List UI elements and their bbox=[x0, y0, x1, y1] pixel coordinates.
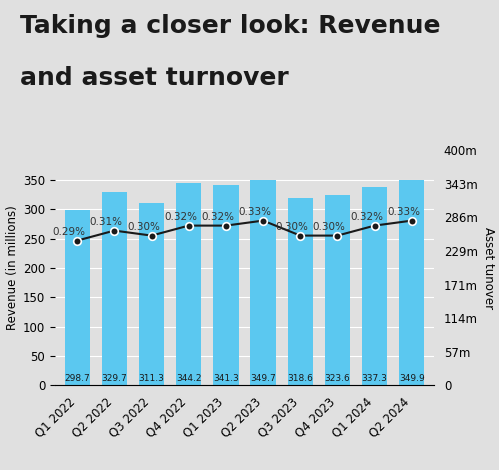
Text: 344.2: 344.2 bbox=[176, 374, 202, 383]
Bar bbox=[325, 196, 350, 385]
Text: 329.7: 329.7 bbox=[101, 374, 127, 383]
Text: 349.7: 349.7 bbox=[250, 374, 276, 383]
Bar bbox=[287, 198, 313, 385]
Text: 0.33%: 0.33% bbox=[387, 207, 420, 217]
Bar bbox=[250, 180, 276, 385]
Text: 298.7: 298.7 bbox=[64, 374, 90, 383]
Bar bbox=[64, 210, 90, 385]
Text: 0.30%: 0.30% bbox=[313, 222, 346, 232]
Bar bbox=[139, 203, 164, 385]
Text: 0.32%: 0.32% bbox=[350, 212, 383, 222]
Text: 311.3: 311.3 bbox=[139, 374, 165, 383]
Text: 337.3: 337.3 bbox=[362, 374, 388, 383]
Text: and asset turnover: and asset turnover bbox=[20, 66, 289, 90]
Bar bbox=[399, 180, 425, 385]
Text: 0.31%: 0.31% bbox=[90, 217, 123, 227]
Y-axis label: Revenue (in millions): Revenue (in millions) bbox=[6, 205, 19, 330]
Text: 0.33%: 0.33% bbox=[239, 207, 271, 217]
Text: 323.6: 323.6 bbox=[324, 374, 350, 383]
Text: 0.32%: 0.32% bbox=[164, 212, 197, 222]
Bar bbox=[176, 183, 202, 385]
Text: Taking a closer look: Revenue: Taking a closer look: Revenue bbox=[20, 14, 441, 38]
Text: 318.6: 318.6 bbox=[287, 374, 313, 383]
Text: 0.32%: 0.32% bbox=[201, 212, 234, 222]
Text: 0.30%: 0.30% bbox=[275, 222, 308, 232]
Bar bbox=[213, 185, 239, 385]
Y-axis label: Asset tunover: Asset tunover bbox=[482, 227, 495, 309]
Text: 349.9: 349.9 bbox=[399, 374, 425, 383]
Text: 0.30%: 0.30% bbox=[127, 222, 160, 232]
Text: 341.3: 341.3 bbox=[213, 374, 239, 383]
Text: 0.29%: 0.29% bbox=[52, 227, 85, 237]
Bar bbox=[102, 192, 127, 385]
Bar bbox=[362, 187, 387, 385]
